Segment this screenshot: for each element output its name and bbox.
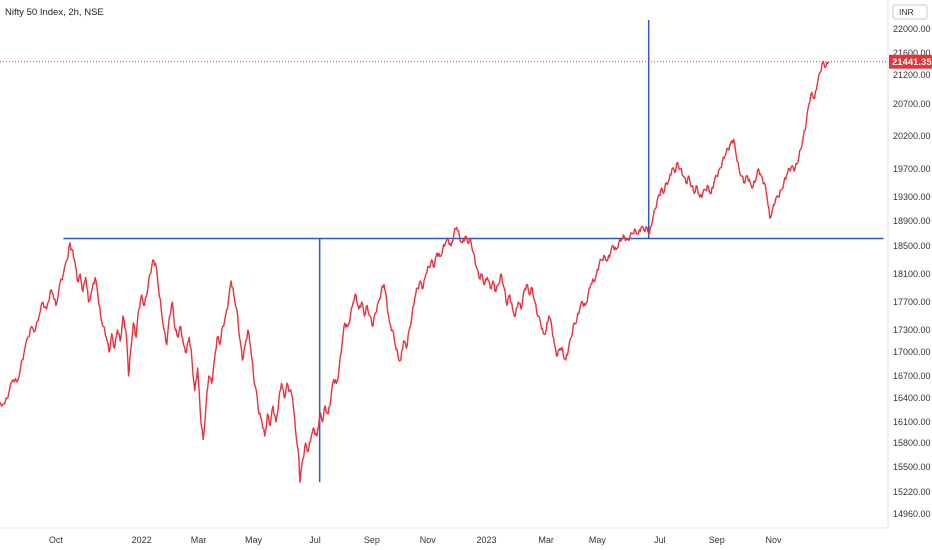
price-axis[interactable]: 22000.00 21600.00 21200.00 20700.00 20200.00… xyxy=(893,24,931,519)
x-tick-label: Sep xyxy=(364,535,380,545)
x-tick-label: Nov xyxy=(766,535,783,545)
x-tick-label: Mar xyxy=(538,535,554,545)
drawing-annotations[interactable] xyxy=(63,20,884,483)
current-price-label: 21441.35 xyxy=(892,57,932,68)
time-axis[interactable]: Oct 2022 Mar May Jul Sep Nov 2023 Mar May Jul Sep No… xyxy=(49,535,782,545)
y-tick-label: 19700.00 xyxy=(893,164,931,174)
price-line xyxy=(0,60,830,483)
y-tick-label: 17300.00 xyxy=(893,325,931,335)
y-tick-label: 15500.00 xyxy=(893,462,931,472)
y-tick-label: 21200.00 xyxy=(893,70,931,80)
y-tick-label: 22000.00 xyxy=(893,24,931,34)
y-tick-label: 19300.00 xyxy=(893,192,931,202)
x-tick-label: 2023 xyxy=(476,535,496,545)
x-tick-label: 2022 xyxy=(132,535,152,545)
y-tick-label: 15220.00 xyxy=(893,487,931,497)
x-tick-label: May xyxy=(589,535,607,545)
currency-label: INR xyxy=(899,7,914,17)
currency-selector[interactable]: INR xyxy=(892,4,928,20)
y-tick-label: 17700.00 xyxy=(893,297,931,307)
current-price-marker: 21441.35 xyxy=(0,54,932,69)
y-tick-label: 21600.00 xyxy=(893,48,931,58)
y-tick-label: 16700.00 xyxy=(893,371,931,381)
y-tick-label: 20700.00 xyxy=(893,99,931,109)
y-tick-label: 14960.00 xyxy=(893,509,931,519)
y-tick-label: 18100.00 xyxy=(893,269,931,279)
x-tick-label: Jul xyxy=(654,535,666,545)
x-tick-label: Jul xyxy=(309,535,321,545)
y-tick-label: 16400.00 xyxy=(893,393,931,403)
y-tick-label: 20200.00 xyxy=(893,131,931,141)
x-tick-label: Oct xyxy=(49,535,64,545)
x-tick-label: May xyxy=(245,535,263,545)
x-tick-label: Sep xyxy=(709,535,725,545)
x-tick-label: Mar xyxy=(191,535,207,545)
y-tick-label: 15800.00 xyxy=(893,438,931,448)
y-tick-label: 18500.00 xyxy=(893,241,931,251)
chart-title: Nifty 50 Index, 2h, NSE xyxy=(5,7,104,18)
y-tick-label: 18900.00 xyxy=(893,216,931,226)
current-price-badge xyxy=(889,54,932,69)
y-tick-label: 17000.00 xyxy=(893,347,931,357)
price-series xyxy=(0,60,830,483)
x-tick-label: Nov xyxy=(420,535,437,545)
y-tick-label: 16100.00 xyxy=(893,417,931,427)
